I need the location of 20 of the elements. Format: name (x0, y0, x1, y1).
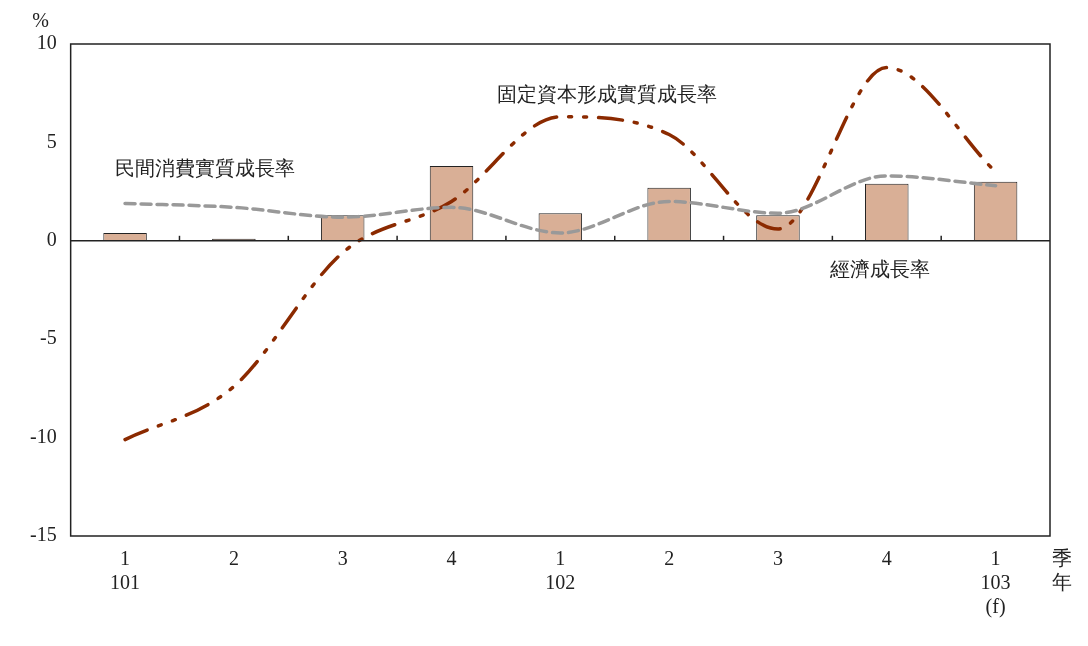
series-label: 民間消費實質成長率 (114, 156, 295, 179)
x-tick-label: 3 (772, 547, 783, 570)
series-label: 固定資本形成實質成長率 (496, 82, 717, 105)
x-axis-title: 季年 (1052, 547, 1072, 594)
x-tick-label: 2 (228, 547, 239, 570)
y-tick-label: -5 (39, 326, 57, 349)
x-tick-label: 4 (446, 547, 457, 570)
y-tick-label: -15 (29, 523, 57, 546)
y-tick-label: 10 (36, 31, 57, 54)
x-tick-label: 1 102 (545, 547, 576, 594)
y-axis-title: % (32, 9, 49, 32)
x-tick-label: 3 (337, 547, 348, 570)
x-tick-label: 4 (881, 547, 892, 570)
y-tick-label: -10 (29, 424, 57, 447)
y-tick-label: 5 (46, 129, 57, 152)
series-label: 經濟成長率 (828, 257, 930, 280)
x-tick-label: 1 101 (110, 547, 141, 594)
x-tick-label: 1 103 (f) (980, 547, 1011, 619)
y-tick-label: 0 (46, 228, 57, 251)
x-tick-label: 2 (664, 547, 675, 570)
